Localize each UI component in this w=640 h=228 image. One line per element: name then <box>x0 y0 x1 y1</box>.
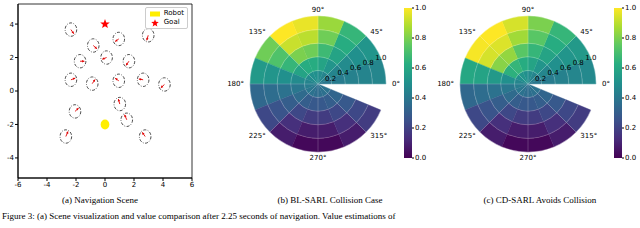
svg-text:90°: 90° <box>522 6 534 14</box>
svg-text:0.2: 0.2 <box>535 75 546 83</box>
svg-text:0°: 0° <box>392 80 400 88</box>
svg-text:0.6: 0.6 <box>415 64 427 72</box>
svg-text:0°: 0° <box>602 80 610 88</box>
svg-text:180°: 180° <box>227 80 244 88</box>
svg-text:0: 0 <box>103 181 107 189</box>
svg-text:0.8: 0.8 <box>625 34 632 42</box>
html-text:Robot: Robot <box>163 9 184 17</box>
svg-text:4: 4 <box>10 21 15 29</box>
svg-text:-2: -2 <box>8 121 14 129</box>
svg-text:0.6: 0.6 <box>625 64 632 72</box>
svg-text:0.8: 0.8 <box>363 59 374 67</box>
svg-text:0.0: 0.0 <box>415 154 426 162</box>
svg-text:45°: 45° <box>580 28 592 36</box>
svg-text:315°: 315° <box>370 132 387 140</box>
svg-text:0: 0 <box>10 87 14 95</box>
svg-text:270°: 270° <box>520 154 537 162</box>
svg-text:315°: 315° <box>580 132 597 140</box>
svg-text:0.6: 0.6 <box>560 64 572 72</box>
svg-text:0.4: 0.4 <box>625 94 632 102</box>
svg-text:1.0: 1.0 <box>625 4 632 12</box>
svg-text:0.6: 0.6 <box>350 64 362 72</box>
html-text:(a) Navigation Scene: (a) Navigation Scene <box>62 195 138 205</box>
svg-text:-4: -4 <box>8 154 15 162</box>
svg-text:270°: 270° <box>310 154 327 162</box>
html-text:(b) BL-SARL Collision Case: (b) BL-SARL Collision Case <box>277 195 383 205</box>
svg-text:0.2: 0.2 <box>415 124 426 132</box>
html-text:Goal: Goal <box>163 18 180 26</box>
svg-text:0.4: 0.4 <box>338 69 350 77</box>
svg-text:1.0: 1.0 <box>415 4 426 12</box>
svg-text:0.4: 0.4 <box>415 94 427 102</box>
svg-text:0.8: 0.8 <box>415 34 426 42</box>
svg-text:225°: 225° <box>249 132 266 140</box>
svg-text:1.0: 1.0 <box>375 54 386 62</box>
svg-text:0.8: 0.8 <box>573 59 584 67</box>
svg-text:0.4: 0.4 <box>548 69 560 77</box>
svg-text:90°: 90° <box>312 6 324 14</box>
svg-text:0.0: 0.0 <box>625 154 632 162</box>
svg-text:4: 4 <box>161 181 166 189</box>
svg-text:225°: 225° <box>459 132 476 140</box>
svg-text:2: 2 <box>10 54 14 62</box>
svg-text:180°: 180° <box>437 80 454 88</box>
svg-text:0.2: 0.2 <box>325 75 336 83</box>
svg-text:1.0: 1.0 <box>585 54 596 62</box>
svg-text:2: 2 <box>132 181 136 189</box>
svg-text:-2: -2 <box>73 181 80 189</box>
html-text:(c) CD-SARL Avoids Collision: (c) CD-SARL Avoids Collision <box>483 195 597 205</box>
svg-text:135°: 135° <box>249 28 266 36</box>
svg-text:6: 6 <box>190 181 195 189</box>
svg-text:45°: 45° <box>370 28 382 36</box>
svg-text:-6: -6 <box>15 181 23 189</box>
svg-text:0.2: 0.2 <box>625 124 632 132</box>
svg-text:-4: -4 <box>44 181 52 189</box>
svg-text:135°: 135° <box>459 28 476 36</box>
html-text:Figure 3: (a) Scene visualizat: Figure 3: (a) Scene visualization and va… <box>2 211 396 221</box>
